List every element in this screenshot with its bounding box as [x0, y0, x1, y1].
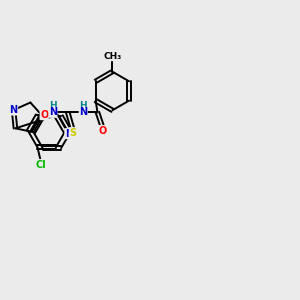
Text: N: N	[49, 107, 57, 117]
Text: H: H	[49, 101, 57, 110]
Text: N: N	[79, 107, 87, 117]
Text: CH₃: CH₃	[103, 52, 122, 61]
Text: N: N	[65, 129, 73, 139]
Text: Cl: Cl	[36, 160, 46, 170]
Text: S: S	[69, 128, 76, 138]
Text: O: O	[98, 125, 107, 136]
Text: N: N	[10, 105, 18, 115]
Text: O: O	[40, 110, 48, 120]
Text: H: H	[80, 101, 87, 110]
